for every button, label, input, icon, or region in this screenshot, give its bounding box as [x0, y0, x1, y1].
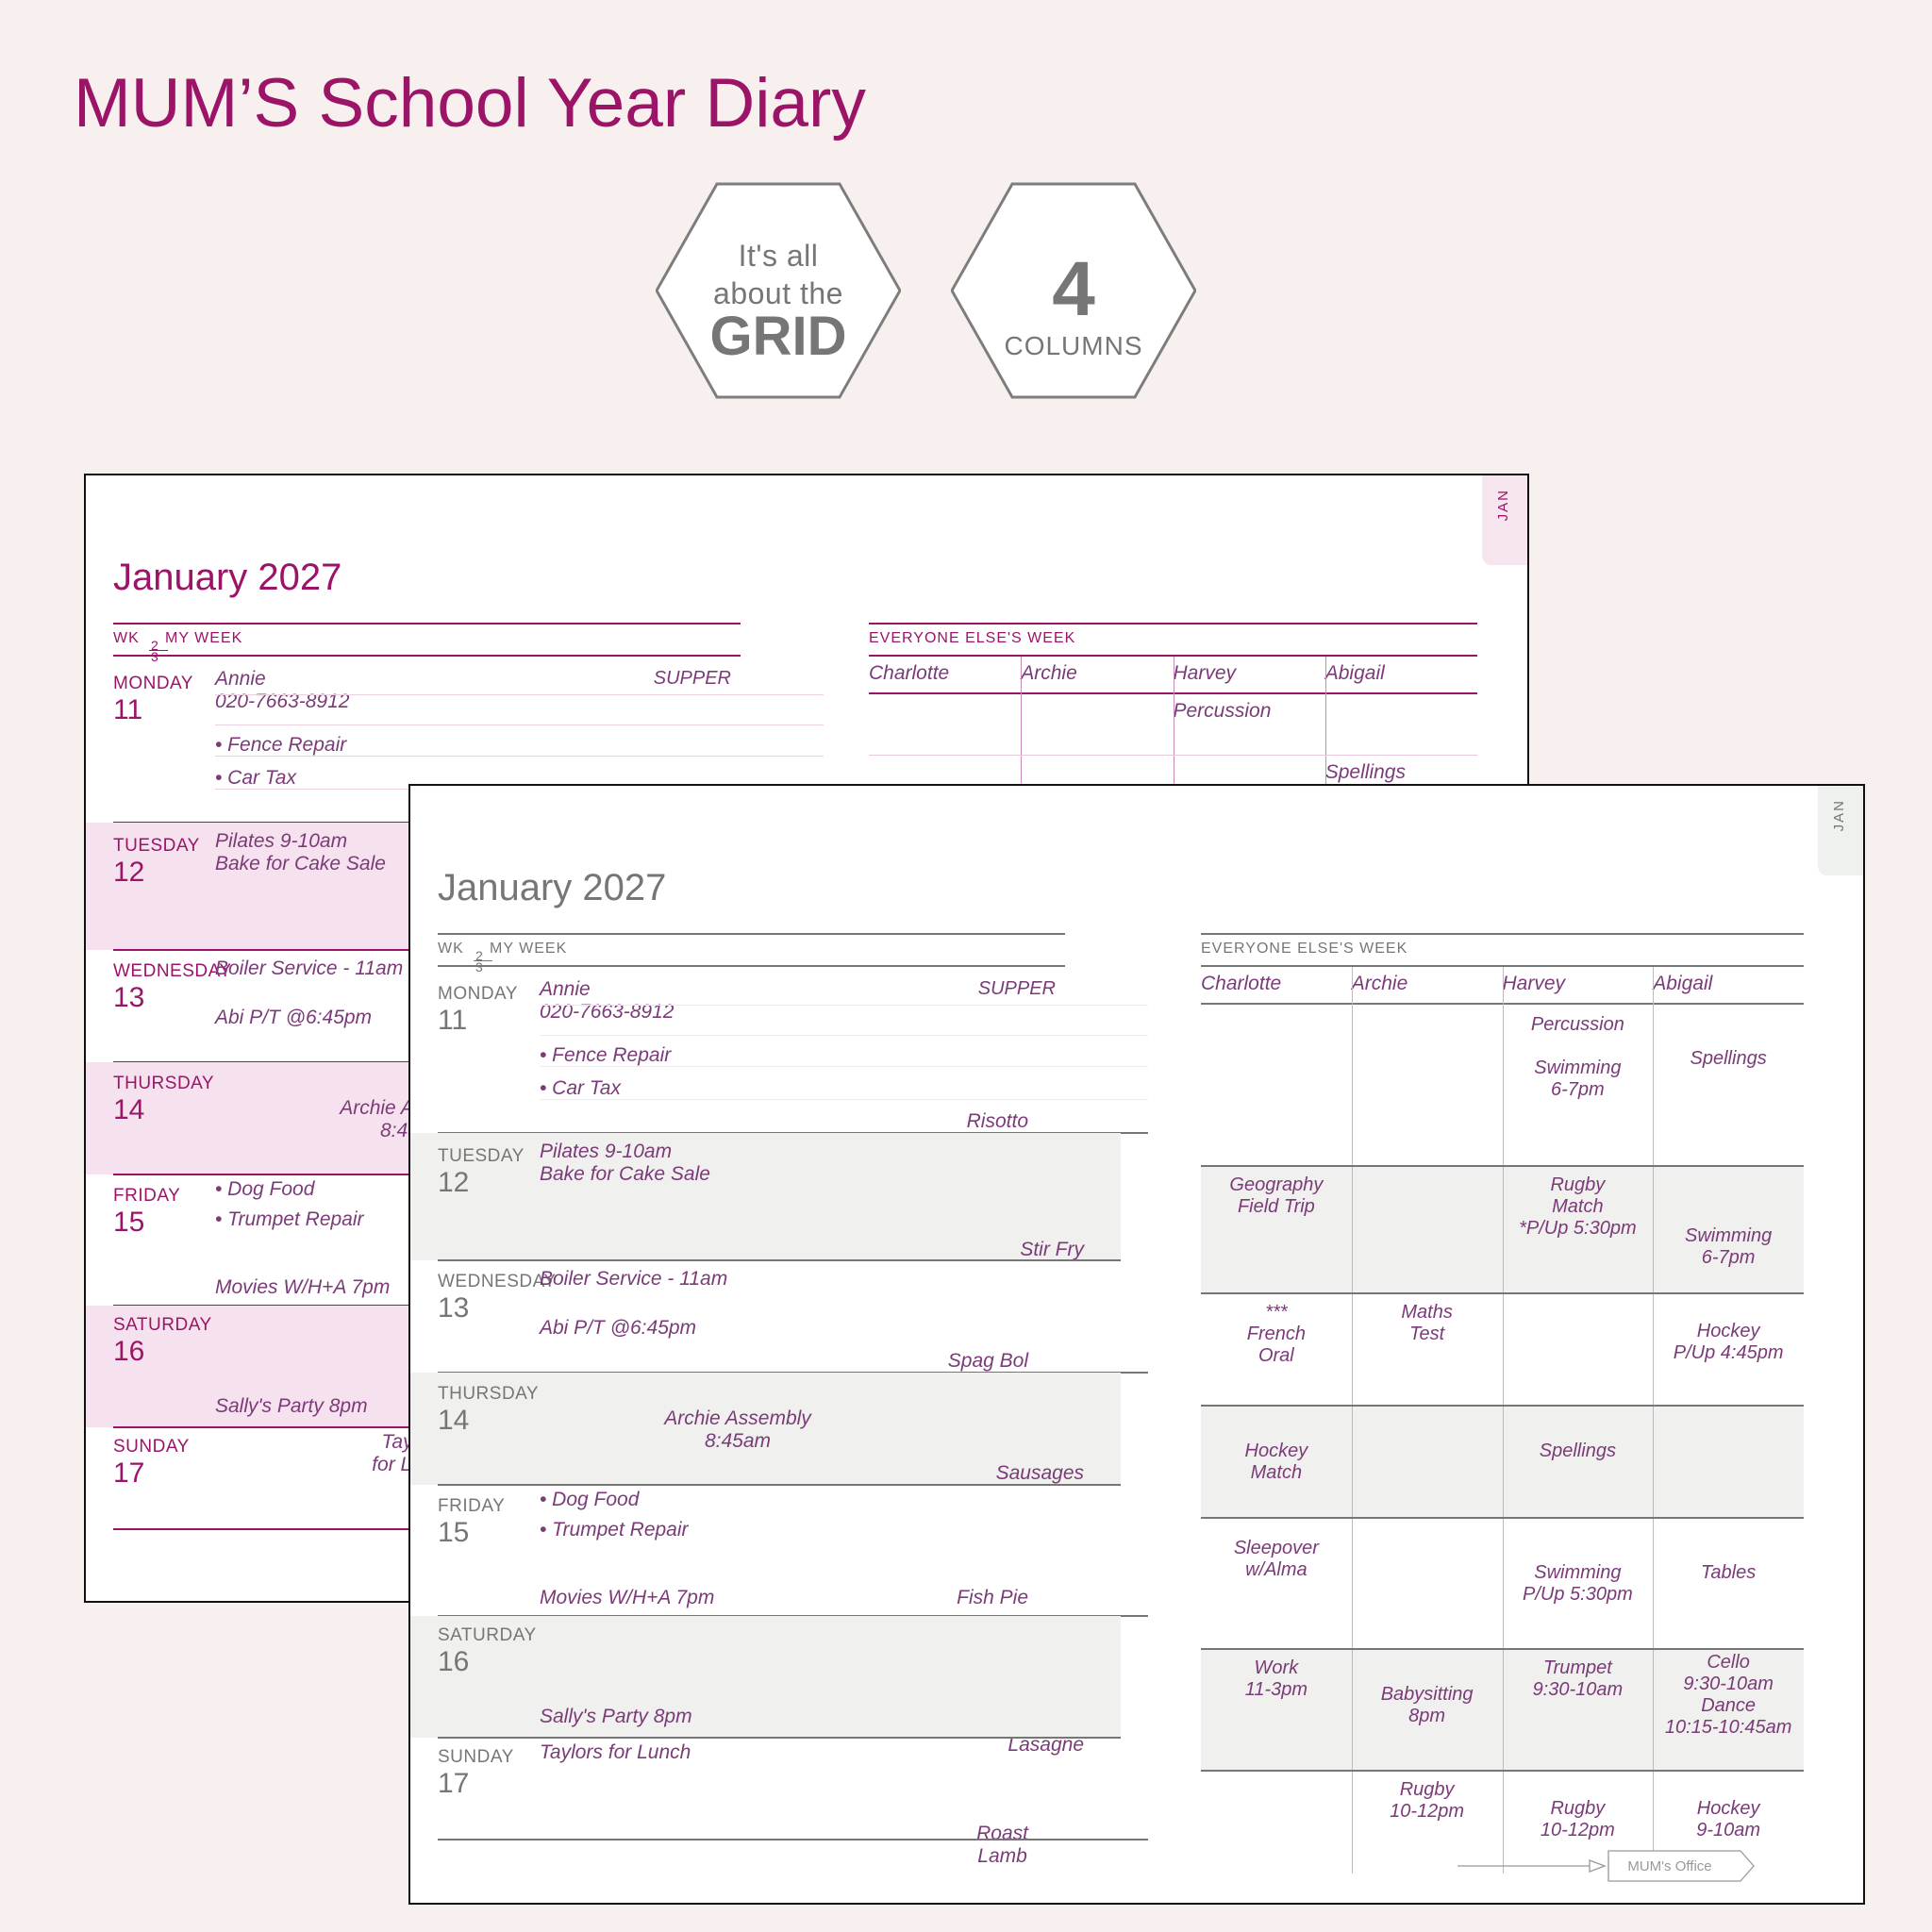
svg-text:MUM's Office: MUM's Office — [1627, 1858, 1711, 1874]
svg-text:COLUMNS: COLUMNS — [1004, 331, 1142, 360]
svg-text:It's all: It's all — [739, 239, 819, 273]
svg-text:4: 4 — [1052, 246, 1095, 332]
svg-text:GRID: GRID — [710, 306, 847, 367]
